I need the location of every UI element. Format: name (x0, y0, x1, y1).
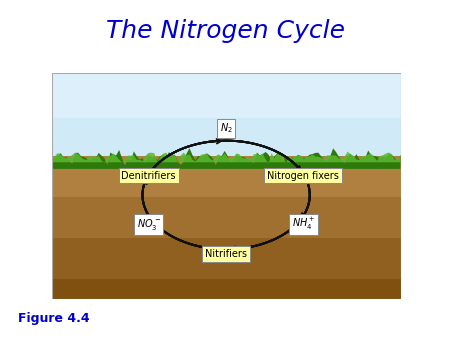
Bar (52, 238, 400, 279)
Polygon shape (52, 151, 400, 164)
Polygon shape (52, 148, 400, 169)
Text: $N_2$: $N_2$ (220, 121, 233, 135)
Text: Nitrogen fixers: Nitrogen fixers (267, 171, 339, 181)
Bar (52, 197, 400, 238)
Text: Nitrifiers: Nitrifiers (205, 249, 247, 259)
Bar (52, 73, 400, 156)
Text: Figure 4.4: Figure 4.4 (18, 312, 90, 325)
Bar (52, 279, 400, 338)
Text: $NO_3^-$: $NO_3^-$ (137, 217, 161, 232)
Text: The Nitrogen Cycle: The Nitrogen Cycle (105, 19, 345, 43)
Text: Denitrifiers: Denitrifiers (122, 171, 176, 181)
Bar (52, 156, 400, 197)
Text: $NH_4^+$: $NH_4^+$ (292, 216, 315, 233)
Bar (52, 73, 400, 118)
